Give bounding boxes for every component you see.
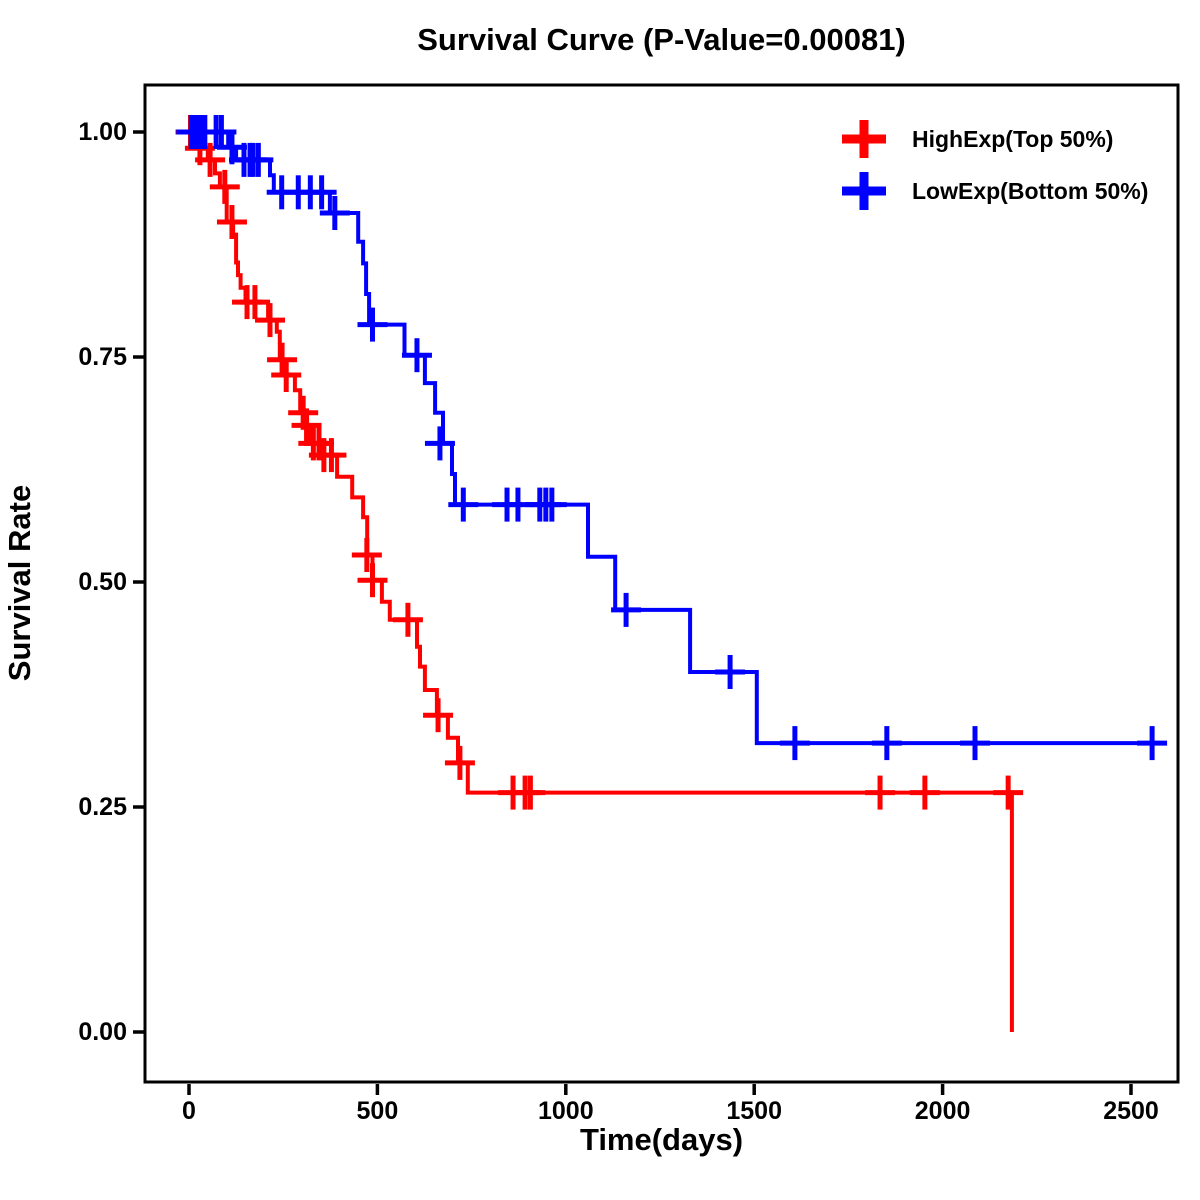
highexp-curve [189,130,1014,1032]
page-title: Survival Curve (P-Value=0.00081) [417,22,906,57]
lowexp-censor-marks [176,115,1168,761]
highexp-step-line [189,130,1014,1032]
highexp-plus-icon [842,120,886,158]
x-tick-label: 1000 [538,1097,594,1125]
x-tick-label: 0 [182,1097,196,1125]
x-axis: 0 500 1000 1500 2000 2500 [182,1084,1159,1125]
legend-label-lowexp: LowExp(Bottom 50%) [912,177,1149,204]
y-tick-label: 0.75 [78,343,127,371]
y-tick-label: 0.00 [78,1018,127,1046]
lowexp-plus-icon [842,172,886,210]
x-tick-label: 1500 [726,1097,782,1125]
x-tick-label: 500 [357,1097,399,1125]
y-tick-label: 0.50 [78,568,127,596]
x-tick-label: 2500 [1103,1097,1159,1125]
legend-item-highexp: HighExp(Top 50%) [840,117,1148,161]
y-tick-label: 0.25 [78,793,127,821]
y-axis-label: Survival Rate [2,484,37,682]
legend-item-lowexp: LowExp(Bottom 50%) [840,169,1148,213]
lowexp-step-line [189,130,1165,746]
lowexp-curve [189,130,1165,746]
y-axis: 0.00 0.25 0.50 0.75 1.00 [78,118,144,1046]
legend-label-highexp: HighExp(Top 50%) [912,125,1114,152]
x-axis-label: Time(days) [579,1122,744,1157]
x-tick-label: 2000 [915,1097,971,1125]
legend: HighExp(Top 50%) LowExp(Bottom 50%) [840,117,1148,221]
panel-border [143,83,1180,1084]
y-tick-label: 1.00 [78,118,127,146]
